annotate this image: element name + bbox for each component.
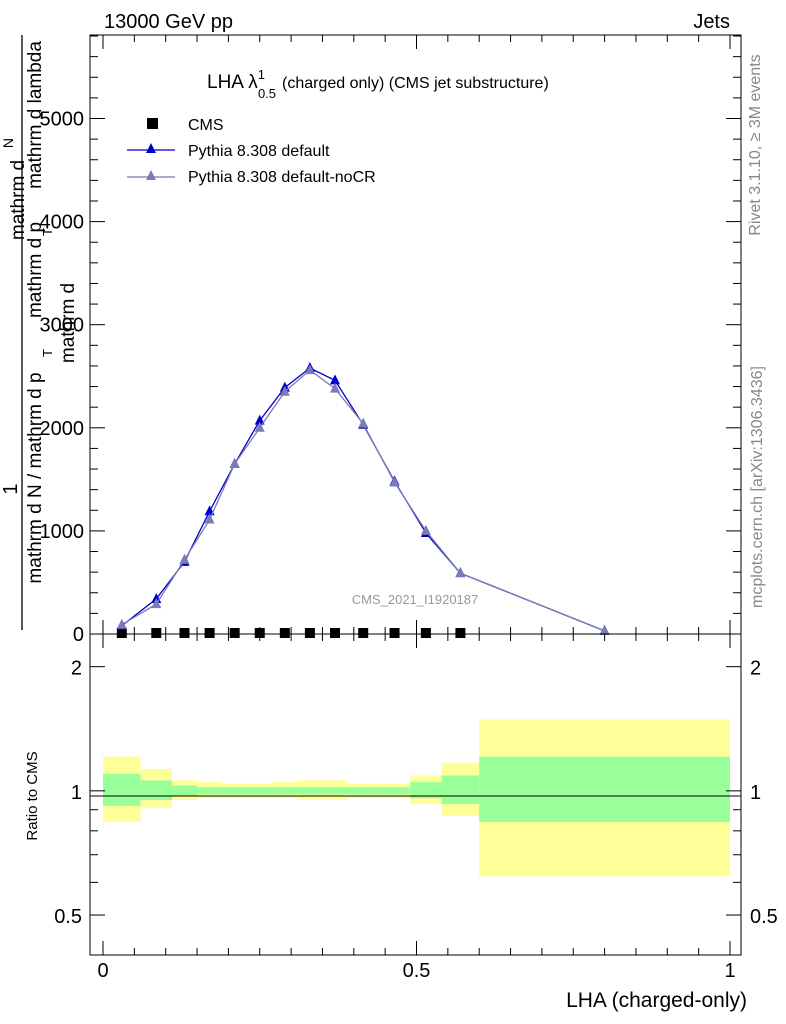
ratio-band-inner <box>322 787 348 795</box>
cms-data-point <box>389 628 400 638</box>
ratio-y-tick-label-right: 2 <box>750 658 761 680</box>
main-series-layer <box>116 362 610 638</box>
nocr-data-point <box>179 553 190 564</box>
title-superscript: 1 <box>258 67 265 82</box>
ratio-y-axis-label: Ratio to CMS <box>24 751 41 840</box>
ratio-y-tick-label: 1 <box>71 782 82 804</box>
cms-data-point <box>229 628 240 638</box>
main-y-tick-label: 0 <box>73 624 84 646</box>
ratio-band-inner <box>378 787 411 795</box>
nocr-data-point <box>599 624 610 635</box>
cms-data-point <box>279 628 290 638</box>
ratio-band-inner <box>479 756 730 823</box>
ratio-panel: 0.5 0.5 1 1 2 2 0 0.5 1 Ratio to CMS LHA (charge… <box>24 633 778 1012</box>
ratio-band-inner <box>410 782 442 799</box>
cms-data-point <box>304 628 315 638</box>
header-jets-label: Jets <box>693 11 730 33</box>
cms-data-point <box>358 628 369 638</box>
ylabel-numerator-one: 1 <box>0 483 22 494</box>
legend-label-default: Pythia 8.308 default <box>188 143 330 160</box>
ratio-band-inner <box>103 773 141 806</box>
main-y-tick-label: 3000 <box>40 315 85 337</box>
nocr-data-point <box>116 618 127 629</box>
nocr-data-point <box>254 421 265 432</box>
header-energy-label: 13000 GeV pp <box>104 11 233 33</box>
cms-data-point <box>420 628 431 638</box>
cms-data-point <box>204 628 215 638</box>
ratio-band-inner <box>347 787 379 795</box>
ratio-y-tick-label: 2 <box>71 658 82 680</box>
default-data-point <box>254 414 265 425</box>
ratio-axis-ticks <box>90 634 741 955</box>
mcplots-label: mcplots.cern.ch [arXiv:1306.3436] <box>749 366 766 608</box>
title-main: LHA λ <box>207 72 258 93</box>
x-axis-label: LHA (charged-only) <box>566 989 747 1012</box>
cms-data-point <box>179 628 190 638</box>
main-y-tick-label: 2000 <box>40 418 85 440</box>
nocr-data-point <box>358 417 369 428</box>
ylabel-den-dn-dpt: mathrm d N / mathrm d p <box>25 372 46 583</box>
main-axis-ticks <box>90 35 741 635</box>
nocr-data-point <box>279 385 290 396</box>
ratio-band-inner <box>441 775 480 804</box>
ratio-band-inner <box>197 787 223 795</box>
analysis-watermark: CMS_2021_I1920187 <box>352 592 479 607</box>
cms-data-point <box>455 628 466 638</box>
ratio-band-inner <box>297 787 323 795</box>
ylabel-num-d: mathrm d <box>8 160 29 240</box>
title-subscript: 0.5 <box>258 86 276 101</box>
main-y-tick-label: 4000 <box>40 212 85 234</box>
ylabel-num-subscript-t: T <box>40 228 55 236</box>
cms-data-point <box>329 628 340 638</box>
cms-data-point <box>116 628 127 638</box>
ylabel-num-dlambda: mathrm d lambda <box>25 41 46 189</box>
ylabel-den-subscript-t: T <box>40 349 55 357</box>
nocr-data-point <box>329 382 340 393</box>
main-y-tick-label: 5000 <box>40 109 85 131</box>
ratio-bands <box>103 719 730 877</box>
ratio-y-tick-label-right: 0.5 <box>750 906 778 928</box>
ratio-band-inner <box>171 785 198 797</box>
legend-marker-default <box>146 143 156 153</box>
series-line-nocr <box>121 369 605 632</box>
main-y-tick-labels: 0 1000 2000 3000 4000 5000 <box>40 109 85 647</box>
legend-label-cms: CMS <box>188 117 224 134</box>
ratio-tick-labels: 0.5 0.5 1 1 2 2 0 0.5 1 <box>54 658 778 982</box>
nocr-data-point <box>229 457 240 468</box>
nocr-data-point <box>455 567 466 578</box>
ratio-band-inner <box>272 787 298 795</box>
default-data-point <box>329 374 340 385</box>
nocr-data-point <box>389 476 400 487</box>
ratio-plot-frame <box>89 633 742 956</box>
nocr-data-point <box>151 598 162 609</box>
nocr-data-point <box>204 513 215 524</box>
legend-marker-nocr <box>146 170 156 180</box>
legend: CMS Pythia 8.308 default Pythia 8.308 de… <box>127 117 376 186</box>
ylabel-den-d: mathrm d <box>58 283 79 363</box>
rivet-version-label: Rivet 3.1.10, ≥ 3M events <box>747 54 764 235</box>
chart-title: LHA λ1 0.5 (charged only) (CMS jet substru… <box>207 67 549 101</box>
cms-data-point <box>254 628 265 638</box>
ratio-y-tick-label-right: 1 <box>750 782 761 804</box>
x-tick-label: 0.5 <box>403 960 431 982</box>
title-rest: (charged only) (CMS jet substructure) <box>282 75 549 92</box>
x-tick-label: 1 <box>724 960 735 982</box>
ratio-y-tick-label: 0.5 <box>54 906 82 928</box>
legend-marker-cms <box>147 118 158 129</box>
x-tick-label: 0 <box>97 960 108 982</box>
main-y-axis-label: 1 mathrm d N mathrm d p T mathrm d lambd… <box>0 35 79 630</box>
nocr-data-point <box>420 524 431 535</box>
ratio-band-inner <box>140 780 172 801</box>
nocr-data-point <box>304 364 315 375</box>
ratio-band-inner <box>247 787 273 795</box>
cms-data-point <box>151 628 162 638</box>
main-y-tick-label: 1000 <box>40 521 85 543</box>
ratio-band-inner <box>222 787 248 795</box>
legend-label-nocr: Pythia 8.308 default-noCR <box>188 169 376 186</box>
ylabel-num-superscript-n: N <box>0 138 16 148</box>
ylabel-num-dpt: mathrm d p <box>25 222 46 318</box>
